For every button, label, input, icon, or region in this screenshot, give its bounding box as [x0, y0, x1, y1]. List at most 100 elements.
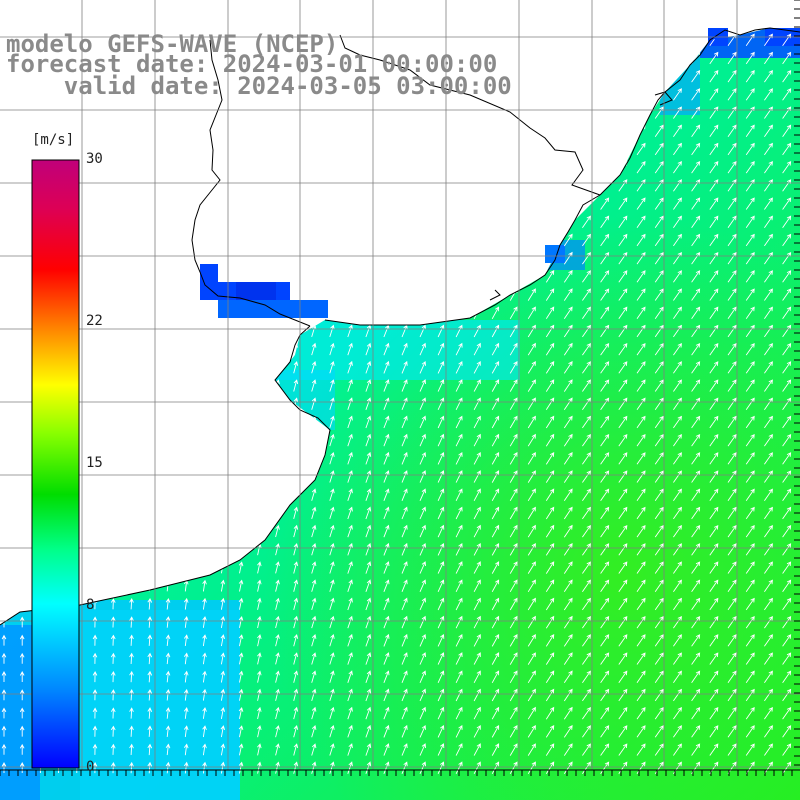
wind-arrow: [673, 688, 682, 702]
wind-arrow: [275, 615, 280, 629]
wind-arrow: [600, 725, 610, 738]
wind-arrow: [709, 452, 719, 465]
wind-arrow: [745, 233, 755, 247]
wind-arrow: [147, 634, 153, 646]
wind-arrow: [654, 506, 664, 520]
wind-arrow: [110, 707, 116, 719]
wind-arrow: [764, 197, 773, 210]
wind-arrow: [673, 615, 682, 629]
wind-arrow: [275, 761, 280, 774]
wind-arrow: [401, 724, 408, 738]
wind-arrow: [437, 324, 445, 338]
wind-arrow: [709, 88, 719, 101]
wind-arrow: [764, 233, 773, 247]
wind-arrow: [383, 397, 390, 410]
wind-arrow: [401, 470, 408, 483]
wind-arrow: [275, 706, 280, 720]
wind-arrow: [257, 688, 262, 701]
wind-arrow: [437, 360, 445, 374]
wind-arrow: [673, 233, 682, 247]
wind-arrow: [673, 306, 682, 319]
wind-arrow: [654, 743, 664, 756]
wind-arrow: [709, 670, 719, 683]
wind-arrow: [527, 324, 536, 338]
wind-arrow: [600, 524, 610, 538]
wind-arrow: [654, 124, 664, 137]
wind-arrow: [563, 415, 573, 429]
wind-arrow: [764, 561, 773, 574]
wind-arrow: [618, 270, 628, 283]
wind-arrow: [636, 233, 646, 247]
wind-arrow: [764, 488, 773, 501]
wind-arrow: [220, 725, 226, 738]
wind-arrow: [509, 688, 518, 702]
wind-arrow: [618, 579, 628, 592]
wind-arrow: [165, 761, 171, 774]
wind-arrow: [129, 725, 134, 737]
wind-arrow: [764, 597, 773, 611]
wind-arrow: [745, 88, 755, 101]
wind-arrow: [636, 270, 646, 283]
wind-arrow: [437, 524, 445, 538]
wind-arrow: [473, 488, 481, 502]
wind-arrow: [19, 762, 25, 773]
wind-arrow: [745, 324, 755, 338]
wind-arrow: [257, 670, 262, 683]
wind-arrow: [365, 379, 372, 392]
colorbar-unit-label: [m/s]: [32, 132, 75, 148]
wind-arrow: [509, 433, 518, 447]
wind-arrow: [709, 506, 719, 520]
wind-arrow: [600, 706, 610, 720]
wind-arrow: [545, 433, 555, 447]
wind-arrow: [563, 706, 573, 720]
wind-arrow: [709, 342, 719, 356]
wind-arrow: [1, 743, 7, 755]
wind-arrow: [455, 433, 463, 447]
wind-arrow: [636, 634, 646, 647]
wind-arrow: [709, 306, 719, 319]
wind-arrow: [473, 542, 481, 556]
wind-arrow: [238, 743, 244, 756]
wind-arrow: [293, 379, 299, 392]
wind-arrow: [383, 360, 390, 374]
wind-arrow: [165, 652, 171, 665]
wind-arrow: [654, 142, 664, 156]
wind-arrow: [727, 543, 737, 556]
wind-arrow: [727, 615, 737, 629]
wind-arrow: [727, 51, 737, 65]
wind-arrow: [673, 743, 682, 756]
wind-arrow: [673, 324, 682, 338]
wind-arrow: [764, 88, 773, 101]
wind-arrow: [563, 361, 573, 374]
wind-arrow: [527, 524, 536, 538]
wind-arrow: [437, 506, 445, 520]
wind-arrow: [745, 597, 755, 611]
wind-arrow: [347, 360, 353, 374]
wind-arrow: [473, 561, 481, 574]
wind-arrow: [727, 597, 737, 611]
wind-arrow: [129, 616, 134, 628]
wind-arrow: [401, 451, 408, 465]
wind-arrow: [383, 342, 390, 356]
wind-arrow: [727, 179, 737, 192]
wind-arrow: [618, 433, 628, 447]
wind-arrow: [401, 488, 408, 501]
wind-arrow: [455, 488, 463, 502]
wind-arrow: [582, 306, 591, 319]
wind-arrow: [19, 652, 25, 664]
wind-arrow: [183, 743, 189, 756]
wind-arrow: [673, 470, 682, 483]
wind-arrow: [311, 361, 317, 374]
wind-arrow: [311, 688, 317, 702]
wind-arrow: [491, 433, 500, 447]
wind-arrow: [311, 488, 317, 501]
wind-arrow: [220, 706, 226, 719]
wind-arrow: [691, 179, 701, 192]
wind-arrow: [764, 615, 773, 629]
wind-arrow: [473, 415, 481, 429]
wind-arrow: [618, 179, 628, 192]
wind-arrow: [618, 688, 628, 702]
wind-arrow: [782, 124, 792, 137]
wind-arrow: [238, 670, 244, 683]
wind-arrow: [365, 342, 372, 356]
